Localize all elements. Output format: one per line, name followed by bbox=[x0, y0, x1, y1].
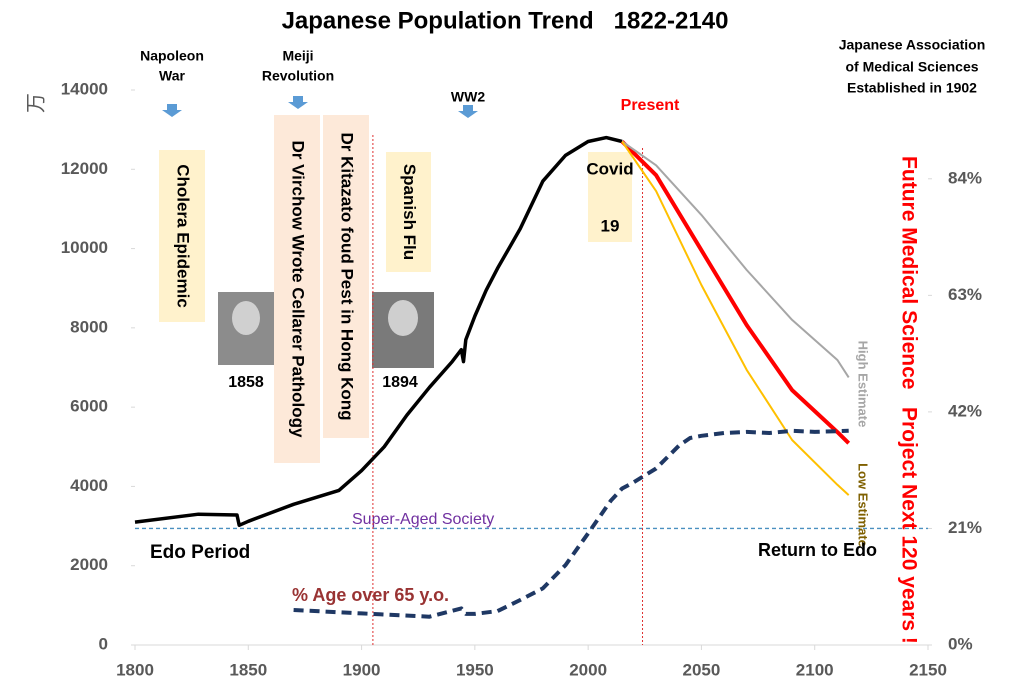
event-label: War bbox=[159, 68, 185, 84]
event-box-label: Dr Kitazato foud Pest in Hong Kong bbox=[338, 132, 357, 420]
series-label: High Estimate bbox=[856, 341, 871, 428]
event-box-label: Spanish Flu bbox=[400, 164, 419, 260]
photo-year: 1858 bbox=[228, 374, 264, 391]
chart: Japanese Population Trend 1822-2140 万 Ch… bbox=[0, 0, 1011, 684]
y2-tick-label: 63% bbox=[948, 285, 982, 304]
future-label: Future Medical Science Project Next 120 … bbox=[897, 156, 920, 644]
return-label: Return to Edo bbox=[758, 540, 877, 560]
series-line bbox=[622, 142, 849, 496]
event-label: Meiji bbox=[282, 48, 313, 64]
portrait-face bbox=[388, 300, 418, 336]
event-box-label: 19 bbox=[601, 216, 620, 235]
x-tick-label: 2150 bbox=[909, 660, 947, 679]
x-tick-label: 1800 bbox=[116, 660, 154, 679]
chart-title: Japanese Population Trend 1822-2140 bbox=[282, 7, 729, 34]
y-tick-label: 8000 bbox=[70, 317, 108, 336]
y2-tick-label: 84% bbox=[948, 168, 982, 187]
event-label: Napoleon bbox=[140, 48, 204, 64]
y-tick-label: 6000 bbox=[70, 397, 108, 416]
y-tick-label: 0 bbox=[99, 634, 108, 653]
event-arrow bbox=[162, 104, 182, 117]
event-arrow bbox=[288, 96, 308, 109]
present-label: Present bbox=[621, 97, 680, 114]
event-label: Japanese Association bbox=[839, 37, 986, 53]
x-tick-label: 2100 bbox=[796, 660, 834, 679]
y-tick-label: 14000 bbox=[61, 79, 108, 98]
event-label: of Medical Sciences bbox=[845, 59, 978, 75]
event-box-label: Covid bbox=[586, 159, 633, 178]
y2-tick-label: 21% bbox=[948, 518, 982, 537]
x-tick-label: 1850 bbox=[229, 660, 267, 679]
event-label: Revolution bbox=[262, 68, 334, 84]
edo-label: Edo Period bbox=[150, 542, 250, 563]
series-label: % Age over 65 y.o. bbox=[292, 585, 449, 605]
event-arrow bbox=[458, 105, 478, 118]
y-tick-label: 10000 bbox=[61, 238, 108, 257]
y2-tick-label: 0% bbox=[948, 634, 973, 653]
y2-tick-label: 42% bbox=[948, 401, 982, 420]
x-tick-label: 2050 bbox=[683, 660, 721, 679]
y-tick-label: 2000 bbox=[70, 555, 108, 574]
event-label: WW2 bbox=[451, 89, 485, 105]
y-axis-label: 万 bbox=[25, 93, 47, 113]
x-tick-label: 2000 bbox=[569, 660, 607, 679]
series-label: Low Estimate bbox=[856, 463, 871, 547]
x-tick-label: 1900 bbox=[343, 660, 381, 679]
event-box-label: Dr Virchow Wrote Cellarer Pathology bbox=[289, 141, 308, 438]
y-tick-label: 4000 bbox=[70, 476, 108, 495]
portrait-face bbox=[232, 301, 260, 335]
x-tick-label: 1950 bbox=[456, 660, 494, 679]
series-line bbox=[622, 142, 849, 444]
event-box-label: Cholera Epidemic bbox=[174, 164, 193, 308]
y-tick-label: 12000 bbox=[61, 159, 108, 178]
event-label: Established in 1902 bbox=[847, 80, 977, 96]
photo-year: 1894 bbox=[382, 374, 418, 391]
